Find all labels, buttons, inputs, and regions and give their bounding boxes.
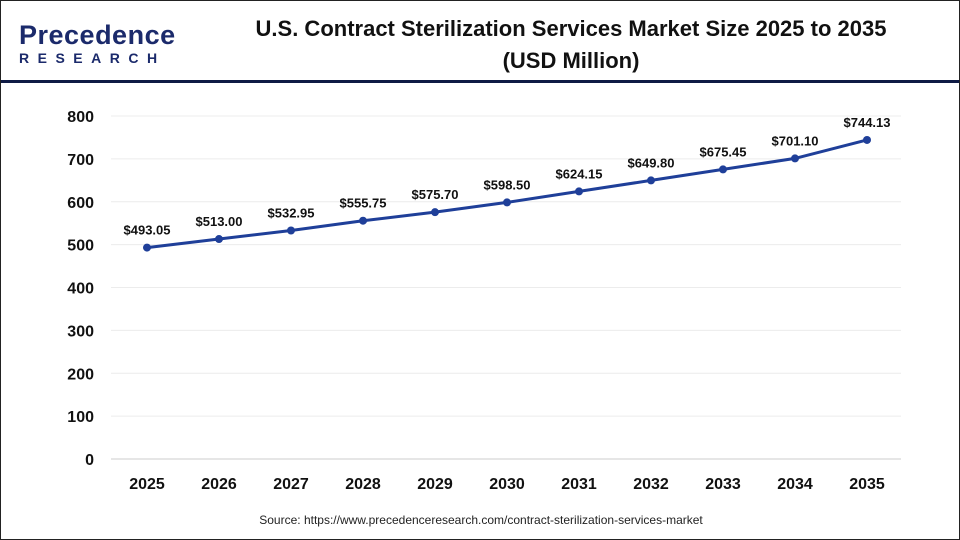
x-tick-label: 2026	[201, 476, 237, 493]
data-point	[791, 154, 799, 163]
source-note: Source: https://www.precedenceresearch.c…	[259, 513, 703, 527]
y-tick-label: 100	[67, 409, 94, 426]
x-tick-label: 2027	[273, 476, 309, 493]
y-tick-label: 600	[67, 195, 94, 212]
data-label: $575.70	[412, 187, 459, 202]
y-tick-label: 800	[67, 109, 94, 126]
logo-line1: Precedence	[19, 20, 176, 50]
x-tick-label: 2030	[489, 476, 525, 493]
x-tick-label: 2025	[129, 476, 165, 493]
data-point	[287, 226, 295, 235]
data-point	[575, 187, 583, 196]
data-point	[719, 165, 727, 174]
data-label: $701.10	[772, 133, 819, 148]
header-divider	[1, 80, 959, 83]
y-tick-label: 0	[85, 452, 94, 469]
data-point	[503, 198, 511, 207]
data-point	[143, 243, 151, 252]
logo-line2: RESEARCH	[19, 50, 166, 66]
y-tick-label: 500	[67, 238, 94, 255]
data-label: $675.45	[700, 144, 747, 159]
x-tick-label: 2032	[633, 476, 669, 493]
y-tick-label: 300	[67, 323, 94, 340]
logo: Precedence RESEARCH	[19, 21, 176, 66]
data-label: $555.75	[340, 196, 387, 211]
y-tick-label: 400	[67, 281, 94, 298]
data-point	[431, 208, 439, 217]
x-tick-label: 2028	[345, 476, 381, 493]
series-line	[146, 138, 868, 250]
y-tick-label: 200	[67, 366, 94, 383]
data-label: $598.50	[484, 177, 531, 192]
x-tick-label: 2035	[849, 476, 885, 493]
x-tick-label: 2034	[777, 476, 813, 493]
title-line1: U.S. Contract Sterilization Services Mar…	[255, 16, 887, 41]
x-tick-label: 2033	[705, 476, 741, 493]
data-point	[359, 216, 367, 225]
data-label: $493.05	[124, 223, 171, 238]
data-label: $624.15	[556, 166, 603, 181]
data-point	[215, 235, 223, 244]
x-tick-label: 2031	[561, 476, 597, 493]
data-point	[647, 176, 655, 185]
y-tick-label: 700	[67, 152, 94, 169]
x-tick-label: 2029	[417, 476, 453, 493]
data-point	[863, 135, 871, 144]
data-label: $649.80	[628, 155, 675, 170]
chart-title: U.S. Contract Sterilization Services Mar…	[191, 13, 951, 77]
data-label: $532.95	[268, 205, 315, 220]
title-line2: (USD Million)	[502, 48, 640, 73]
data-label: $744.13	[844, 115, 891, 130]
data-label: $513.00	[196, 214, 243, 229]
